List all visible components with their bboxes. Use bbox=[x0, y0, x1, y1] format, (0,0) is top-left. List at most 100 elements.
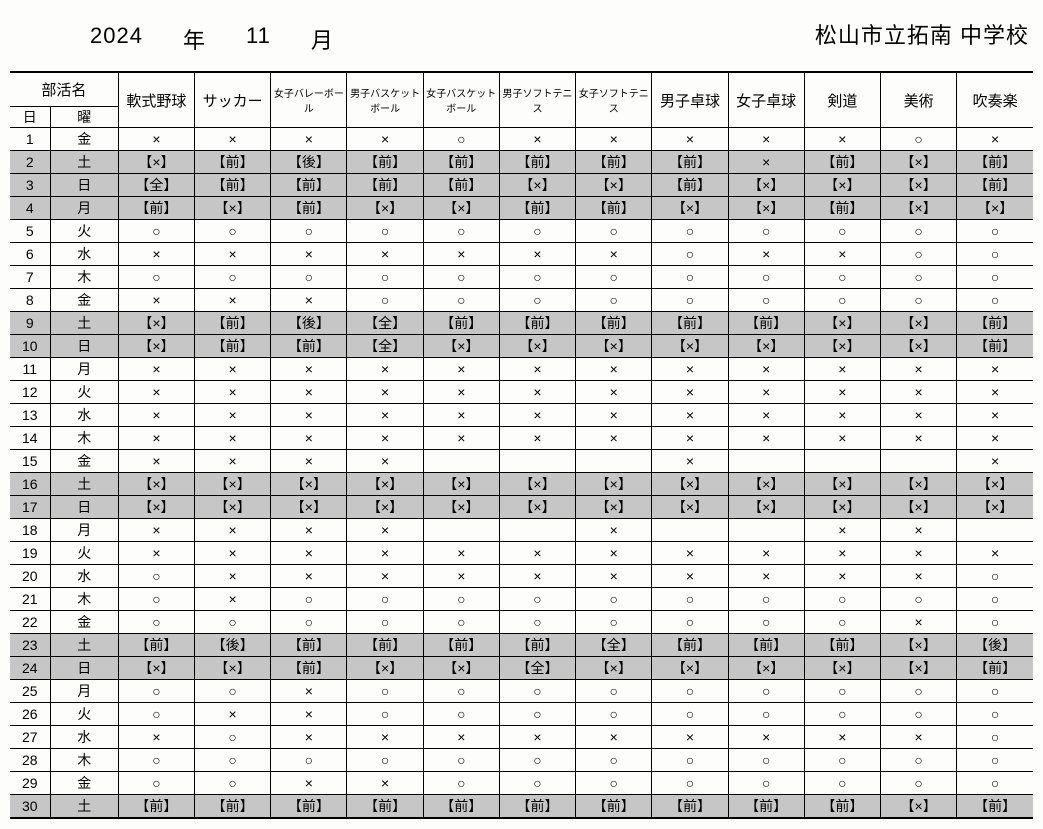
dow-cell: 土 bbox=[50, 634, 118, 657]
club-header: 男子卓球 bbox=[652, 72, 728, 128]
schedule-cell: × bbox=[881, 542, 957, 565]
schedule-cell: ○ bbox=[957, 703, 1033, 726]
schedule-cell: ○ bbox=[652, 611, 728, 634]
schedule-cell: × bbox=[881, 565, 957, 588]
table-row: 22金○○○○○○○○○○×○ bbox=[10, 611, 1033, 634]
schedule-cell: 【×】 bbox=[881, 473, 957, 496]
schedule-cell: 【前】 bbox=[804, 795, 880, 819]
schedule-cell: ○ bbox=[881, 266, 957, 289]
year-value: 2024 bbox=[90, 23, 143, 55]
schedule-cell: ○ bbox=[728, 220, 804, 243]
schedule-cell bbox=[652, 519, 728, 542]
schedule-cell: 【前】 bbox=[652, 312, 728, 335]
schedule-cell: × bbox=[881, 381, 957, 404]
schedule-cell: 【×】 bbox=[499, 473, 575, 496]
schedule-cell: 【前】 bbox=[957, 335, 1033, 358]
schedule-cell: ○ bbox=[804, 220, 880, 243]
schedule-cell: 【前】 bbox=[499, 634, 575, 657]
schedule-cell: × bbox=[499, 358, 575, 381]
schedule-cell bbox=[804, 450, 880, 473]
schedule-cell: ○ bbox=[576, 680, 652, 703]
schedule-cell: × bbox=[499, 404, 575, 427]
club-header: 男子ソフトテニス bbox=[499, 72, 575, 128]
dow-cell: 水 bbox=[50, 726, 118, 749]
schedule-cell: 【後】 bbox=[271, 312, 347, 335]
schedule-cell: ○ bbox=[881, 128, 957, 151]
schedule-cell: ○ bbox=[804, 680, 880, 703]
schedule-cell: 【前】 bbox=[728, 312, 804, 335]
schedule-cell: 【×】 bbox=[576, 496, 652, 519]
table-row: 12火×××××××××××× bbox=[10, 381, 1033, 404]
dow-cell: 金 bbox=[50, 611, 118, 634]
day-cell: 18 bbox=[10, 519, 50, 542]
schedule-cell: × bbox=[881, 358, 957, 381]
dow-cell: 木 bbox=[50, 266, 118, 289]
schedule-cell: ○ bbox=[881, 289, 957, 312]
schedule-cell: 【前】 bbox=[652, 174, 728, 197]
schedule-cell: 【×】 bbox=[118, 335, 194, 358]
schedule-cell: ○ bbox=[652, 266, 728, 289]
club-header: 女子ソフトテニス bbox=[576, 72, 652, 128]
schedule-cell: × bbox=[728, 243, 804, 266]
schedule-cell: 【前】 bbox=[576, 151, 652, 174]
schedule-cell: × bbox=[271, 680, 347, 703]
schedule-cell: ○ bbox=[728, 703, 804, 726]
schedule-cell: × bbox=[499, 542, 575, 565]
schedule-cell: × bbox=[652, 427, 728, 450]
day-cell: 12 bbox=[10, 381, 50, 404]
schedule-cell: 【×】 bbox=[881, 151, 957, 174]
schedule-cell: × bbox=[195, 289, 271, 312]
schedule-cell: 【×】 bbox=[652, 496, 728, 519]
schedule-cell: ○ bbox=[195, 772, 271, 795]
dow-cell: 火 bbox=[50, 703, 118, 726]
table-row: 14木×××××××××××× bbox=[10, 427, 1033, 450]
schedule-cell: × bbox=[652, 726, 728, 749]
schedule-cell: ○ bbox=[804, 772, 880, 795]
schedule-cell: ○ bbox=[804, 703, 880, 726]
schedule-cell: ○ bbox=[423, 220, 499, 243]
schedule-cell: 【前】 bbox=[576, 197, 652, 220]
dow-cell: 火 bbox=[50, 381, 118, 404]
schedule-cell: 【×】 bbox=[271, 473, 347, 496]
year-label: 年 bbox=[183, 23, 206, 55]
table-header: 部活名 軟式野球 サッカー 女子バレーボール 男子バスケットボール 女子バスケッ… bbox=[10, 72, 1033, 128]
schedule-cell: × bbox=[195, 404, 271, 427]
schedule-cell: ○ bbox=[652, 772, 728, 795]
day-header: 日 bbox=[10, 107, 50, 128]
table-row: 18月××××××× bbox=[10, 519, 1033, 542]
schedule-cell: × bbox=[728, 358, 804, 381]
schedule-cell: 【前】 bbox=[271, 795, 347, 819]
schedule-cell: ○ bbox=[881, 703, 957, 726]
schedule-cell: 【×】 bbox=[728, 473, 804, 496]
schedule-cell: 【前】 bbox=[423, 634, 499, 657]
schedule-cell: × bbox=[957, 542, 1033, 565]
month-label: 月 bbox=[311, 23, 334, 55]
schedule-cell: 【前】 bbox=[576, 795, 652, 819]
schedule-cell: 【×】 bbox=[881, 496, 957, 519]
schedule-cell: × bbox=[195, 519, 271, 542]
schedule-cell: ○ bbox=[957, 680, 1033, 703]
dow-cell: 木 bbox=[50, 749, 118, 772]
day-cell: 17 bbox=[10, 496, 50, 519]
schedule-cell: ○ bbox=[423, 266, 499, 289]
schedule-cell: 【×】 bbox=[881, 197, 957, 220]
day-cell: 24 bbox=[10, 657, 50, 680]
schedule-cell: 【×】 bbox=[118, 496, 194, 519]
schedule-cell: × bbox=[271, 404, 347, 427]
schedule-cell: × bbox=[423, 542, 499, 565]
schedule-cell: × bbox=[347, 427, 423, 450]
schedule-cell: 【前】 bbox=[804, 197, 880, 220]
schedule-cell: 【前】 bbox=[728, 795, 804, 819]
schedule-cell: 【×】 bbox=[652, 473, 728, 496]
day-cell: 20 bbox=[10, 565, 50, 588]
schedule-cell: × bbox=[118, 542, 194, 565]
header-date: 2024 年 11 月 bbox=[90, 23, 334, 55]
schedule-cell: × bbox=[423, 243, 499, 266]
schedule-cell: ○ bbox=[118, 588, 194, 611]
club-header: 男子バスケットボール bbox=[347, 72, 423, 128]
schedule-cell: ○ bbox=[804, 749, 880, 772]
dow-cell: 月 bbox=[50, 519, 118, 542]
school-name: 松山市立拓南 中学校 bbox=[815, 18, 1033, 50]
schedule-cell: ○ bbox=[728, 749, 804, 772]
schedule-cell: ○ bbox=[271, 611, 347, 634]
